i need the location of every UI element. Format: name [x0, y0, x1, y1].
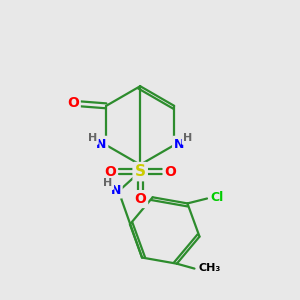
Text: N: N — [174, 138, 184, 151]
Text: H: H — [103, 178, 112, 188]
Text: S: S — [135, 164, 146, 179]
Text: CH₃: CH₃ — [198, 262, 220, 273]
Text: N: N — [96, 138, 106, 151]
Text: O: O — [67, 96, 79, 110]
Text: Cl: Cl — [210, 191, 224, 204]
Text: O: O — [134, 192, 146, 206]
Text: N: N — [110, 184, 121, 197]
Text: O: O — [165, 165, 176, 178]
Text: H: H — [183, 133, 193, 143]
Text: H: H — [88, 133, 97, 143]
Text: O: O — [104, 165, 116, 178]
